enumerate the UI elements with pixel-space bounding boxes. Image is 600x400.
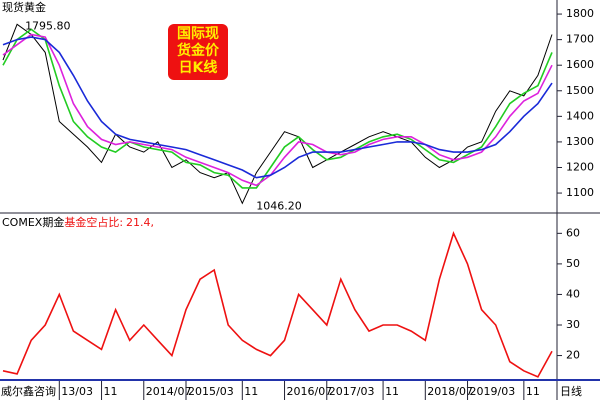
box-text: 国际现 — [177, 26, 219, 42]
x-tick-label: 2014/07 — [146, 385, 192, 398]
y-tick-label: 40 — [566, 287, 580, 300]
y-tick-label: 1800 — [566, 7, 594, 20]
y-tick-label: 1700 — [566, 33, 594, 46]
y-tick-label: 30 — [566, 318, 580, 331]
y-tick-label: 1500 — [566, 84, 594, 97]
chart-title: 现货黄金 — [2, 0, 46, 14]
y-tick-label: 50 — [566, 257, 580, 270]
x-tick-label: 11 — [244, 385, 258, 398]
legend-value: 21.4, — [126, 216, 154, 229]
y-tick-label: 60 — [566, 226, 580, 239]
x-tick-label: 2019/03 — [470, 385, 516, 398]
box-text: 日K线 — [179, 59, 218, 76]
x-tick-label: 2017/03 — [329, 385, 375, 398]
series-line — [2, 36, 553, 179]
source-label: 威尔鑫咨询 — [1, 384, 56, 398]
y-tick-label: 1100 — [566, 186, 594, 199]
high-label: 1795.80 — [25, 19, 70, 32]
series-line — [2, 23, 553, 205]
y-tick-label: 1300 — [566, 135, 594, 148]
low-label: 1046.20 — [256, 199, 302, 212]
y-tick-label: 1200 — [566, 160, 594, 173]
y-tick-label: 1600 — [566, 58, 594, 71]
x-tick-label: 2015/03 — [188, 385, 234, 398]
y-tick-label: 20 — [566, 349, 580, 362]
series-line — [2, 33, 553, 187]
legend-entry: 基金空占比: — [64, 215, 123, 229]
x-tick-label: 11 — [526, 385, 540, 398]
box-text: 货金价 — [176, 42, 220, 59]
x-tick-label: 11 — [385, 385, 399, 398]
series-line — [2, 231, 553, 378]
title-box — [168, 24, 228, 80]
y-tick-label: 1400 — [566, 109, 594, 122]
legend-title: COMEX期金 — [2, 215, 64, 229]
period-label: 日线 — [560, 384, 582, 398]
x-tick-label: 11 — [104, 385, 118, 398]
x-tick-label: 13/03 — [61, 385, 93, 398]
x-tick-label: 2016/07 — [287, 385, 333, 398]
x-tick-label: 2018/07 — [427, 385, 473, 398]
